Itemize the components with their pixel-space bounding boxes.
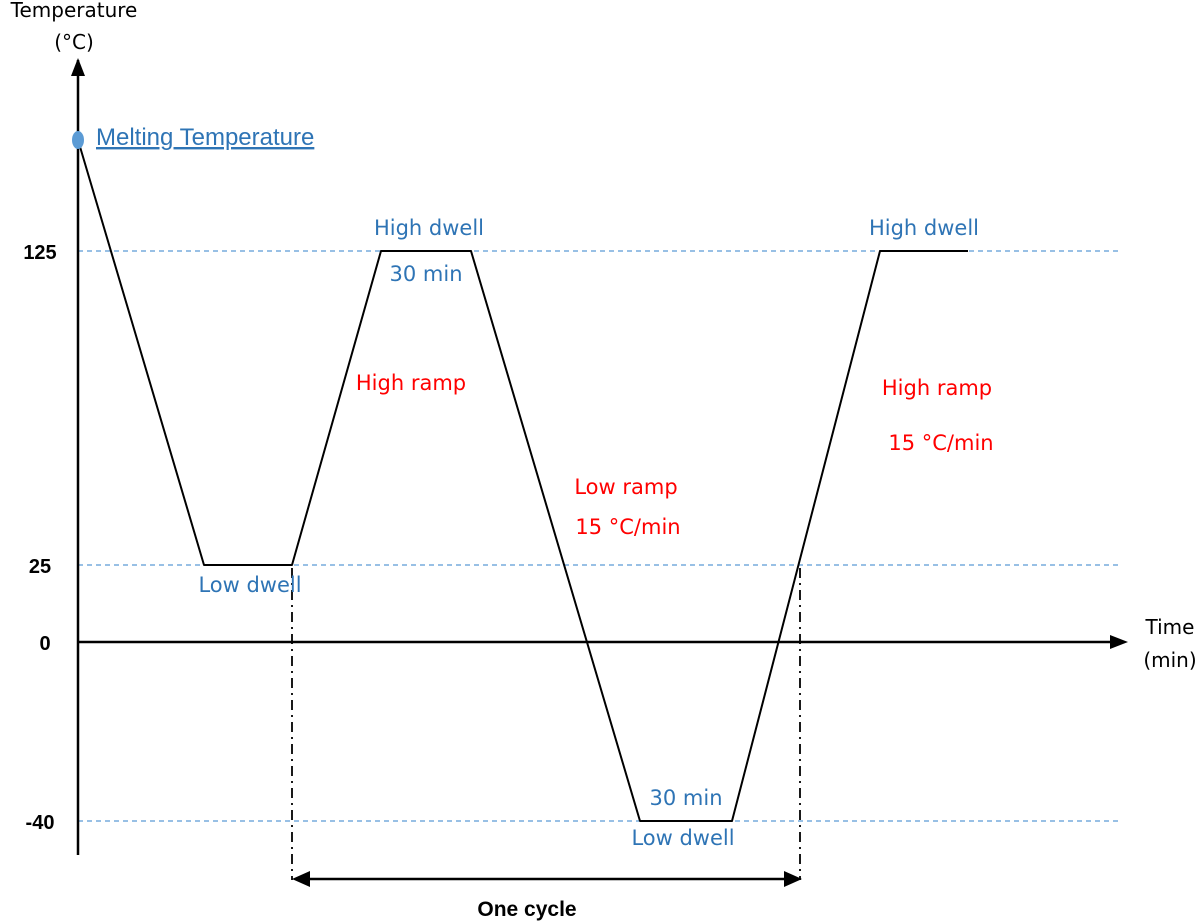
one-cycle-label: One cycle [477,898,576,921]
y-axis-title-line1: Temperature [10,0,138,22]
one-cycle-arrow-left-head [292,871,310,887]
high-dwell-time-1: 30 min [390,262,463,286]
high-dwell-label-2: High dwell [869,216,979,240]
high-ramp-rate-2: 15 °C/min [888,431,993,455]
one-cycle-arrow-right-head [784,871,802,887]
x-axis-title-line2: (min) [1143,648,1196,672]
high-dwell-label-1: High dwell [374,216,484,240]
x-axis-title-line1: Time [1145,615,1195,639]
low-dwell-label-1: Low dwell [198,573,301,597]
low-ramp-label: Low ramp [574,475,677,499]
tick-label-minus40: -40 [26,812,55,834]
y-axis-arrow [71,58,85,76]
temperature-profile-line [77,139,968,822]
low-dwell-label-2: Low dwell [631,826,734,850]
tick-label-125: 125 [23,242,56,264]
low-dwell-time-2: 30 min [650,786,723,810]
melting-point-marker [72,131,84,149]
x-axis-arrow [1110,635,1128,649]
tick-label-25: 25 [29,556,51,578]
low-ramp-rate: 15 °C/min [575,515,680,539]
tick-label-0: 0 [39,633,50,655]
high-ramp-label-2: High ramp [882,376,992,400]
y-axis-title-line2: (°C) [54,30,94,54]
melting-temperature-label: Melting Temperature [96,124,314,151]
high-ramp-label-1: High ramp [356,371,466,395]
